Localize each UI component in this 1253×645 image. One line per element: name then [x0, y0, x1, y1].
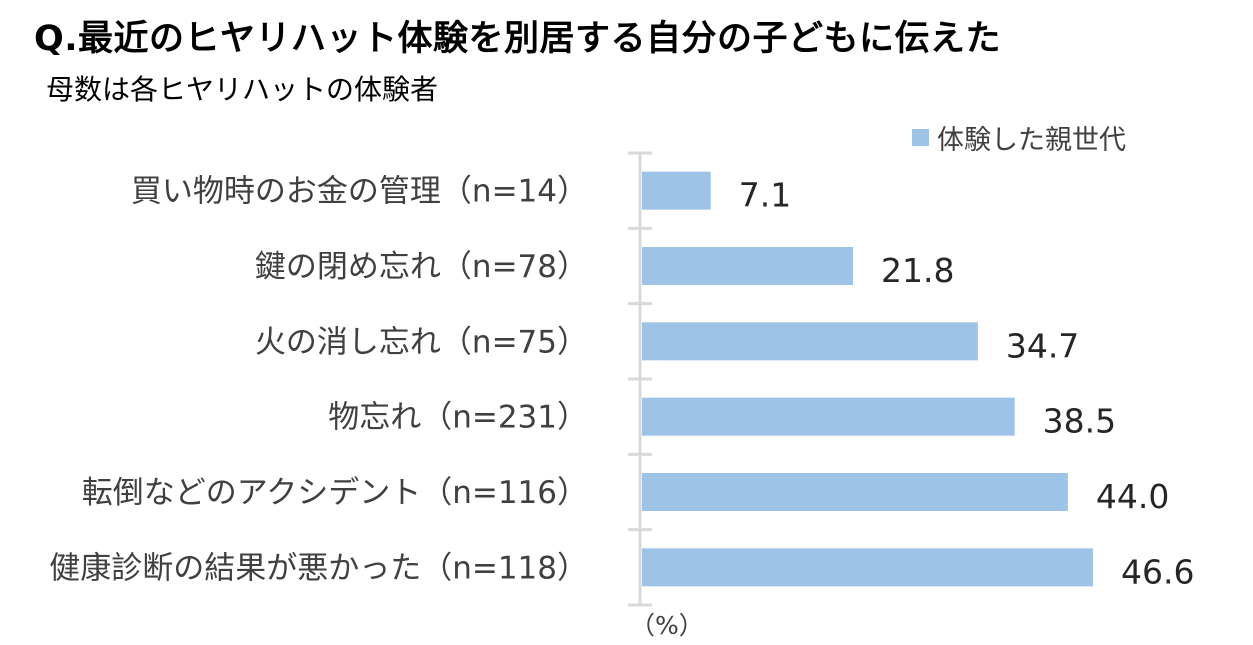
category-label: 火の消し忘れ（n=75） — [255, 324, 588, 360]
category-label: 転倒などのアクシデント（n=116） — [82, 475, 588, 511]
value-label: 7.1 — [739, 176, 791, 215]
category-label: 買い物時のお金の管理（n=14） — [131, 174, 588, 210]
chart-subtitle: 母数は各ヒヤリハットの体験者 — [46, 73, 439, 106]
legend: 体験した親世代 — [912, 118, 1126, 157]
value-label: 44.0 — [1096, 477, 1169, 516]
legend-swatch — [912, 129, 929, 146]
value-label: 46.6 — [1121, 552, 1194, 591]
value-label: 38.5 — [1043, 402, 1116, 441]
value-label: 34.7 — [1006, 326, 1079, 365]
bar — [642, 247, 853, 285]
category-label: 健康診断の結果が悪かった（n=118） — [49, 550, 588, 586]
bar — [642, 548, 1094, 587]
category-label: 鍵の閉め忘れ（n=78） — [255, 249, 588, 285]
bar — [642, 397, 1015, 436]
bar — [642, 171, 711, 210]
unit-label: （%） — [630, 611, 704, 640]
legend-label: 体験した親世代 — [937, 125, 1126, 156]
bar — [642, 322, 978, 361]
bar — [642, 473, 1068, 511]
value-label: 21.8 — [881, 251, 954, 290]
chart-title: Q.最近のヒヤリハット体験を別居する自分の子どもに伝えた — [34, 19, 1002, 59]
category-label: 物忘れ（n=231） — [328, 400, 588, 436]
